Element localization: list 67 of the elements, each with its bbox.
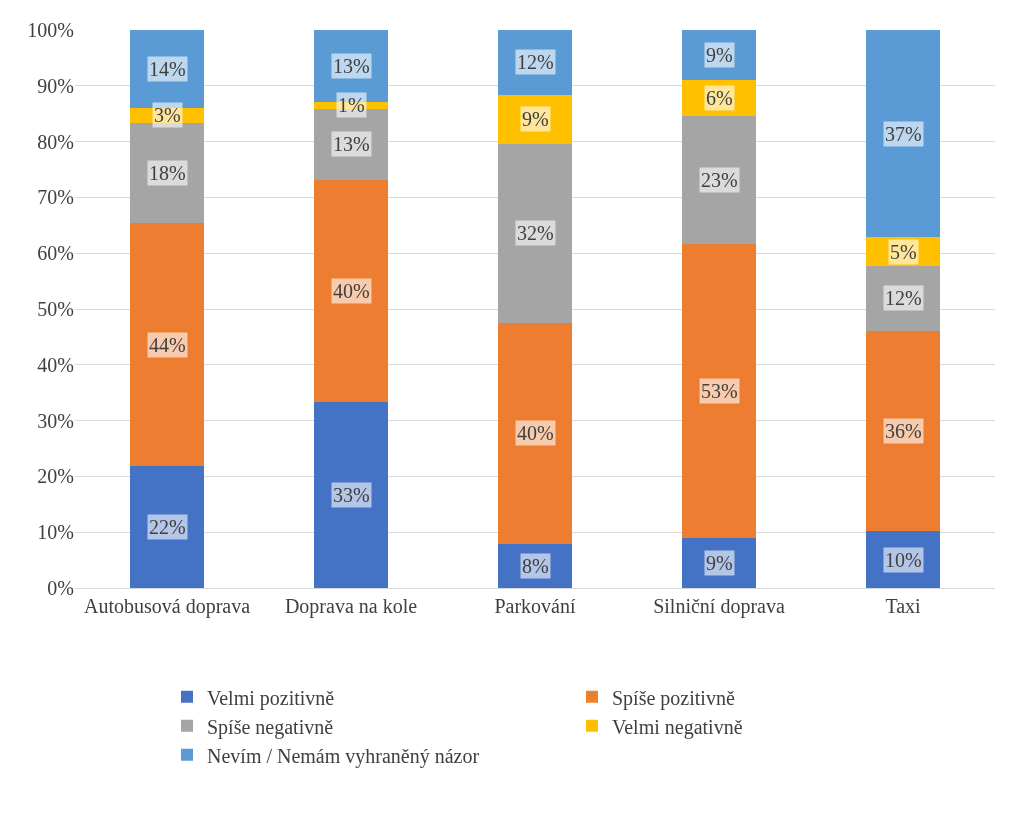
legend-label: Spíše pozitivně	[612, 686, 735, 710]
data-label: 40%	[333, 280, 370, 302]
data-label: 9%	[706, 552, 733, 574]
y-tick-label: 20%	[37, 465, 74, 488]
data-label: 1%	[338, 94, 365, 116]
data-label: 9%	[706, 44, 733, 66]
bar	[314, 401, 388, 588]
bar	[682, 538, 756, 588]
x-tick-label: Silniční doprava	[653, 595, 785, 618]
y-tick-label: 60%	[37, 242, 74, 265]
bar	[130, 466, 204, 588]
bar	[130, 30, 204, 108]
y-tick-label: 30%	[37, 409, 74, 432]
y-tick-label: 90%	[37, 74, 74, 97]
data-label: 8%	[522, 555, 549, 577]
legend-label: Nevím / Nemám vyhraněný názor	[207, 744, 480, 768]
data-label: 32%	[517, 222, 554, 244]
y-tick-label: 80%	[37, 130, 74, 153]
bar	[682, 80, 756, 116]
y-tick-label: 70%	[37, 186, 74, 209]
y-tick-label: 10%	[37, 521, 74, 544]
bar	[682, 30, 756, 81]
bar	[314, 179, 388, 402]
x-tick-label: Doprava na kole	[284, 595, 418, 618]
data-label: 18%	[149, 162, 186, 184]
y-tick-label: 0%	[47, 577, 74, 599]
data-label: 53%	[701, 380, 738, 402]
bar	[866, 531, 940, 588]
bar	[498, 543, 572, 588]
bar	[866, 330, 940, 532]
bar	[498, 322, 572, 544]
bar	[866, 266, 940, 331]
data-label: 9%	[522, 108, 549, 130]
bar	[866, 30, 940, 238]
bar	[682, 244, 756, 539]
data-label: 5%	[890, 241, 917, 263]
data-label: 12%	[517, 51, 554, 73]
x-tick-label: Parkování	[494, 595, 576, 617]
data-label: 37%	[885, 123, 922, 145]
data-label: 6%	[706, 87, 733, 109]
y-tick-label: 100%	[27, 19, 74, 41]
data-label: 13%	[333, 133, 370, 155]
data-label: 3%	[154, 104, 181, 126]
data-label: 12%	[885, 287, 922, 309]
data-label: 22%	[149, 516, 186, 538]
bar	[130, 122, 204, 224]
legend-label: Velmi pozitivně	[207, 686, 335, 710]
x-tick-label: Taxi	[885, 595, 922, 617]
bar	[866, 237, 940, 267]
bar	[498, 94, 572, 144]
data-label: 33%	[333, 484, 370, 506]
data-label: 36%	[885, 420, 922, 442]
bar	[498, 30, 572, 95]
bar	[498, 143, 572, 323]
y-tick-label: 50%	[37, 298, 74, 320]
bar	[682, 115, 756, 245]
data-label: 14%	[149, 58, 186, 80]
data-label: 10%	[885, 549, 922, 571]
x-tick-label: Autobusová doprava	[83, 595, 251, 618]
data-label: 40%	[517, 422, 554, 444]
bar	[130, 223, 204, 467]
legend-label: Velmi negativně	[612, 715, 743, 739]
y-tick-label: 40%	[37, 353, 74, 376]
data-label: 13%	[333, 55, 370, 77]
data-label: 23%	[701, 169, 738, 191]
data-label: 44%	[149, 334, 186, 356]
legend-label: Spíše negativně	[207, 715, 334, 739]
